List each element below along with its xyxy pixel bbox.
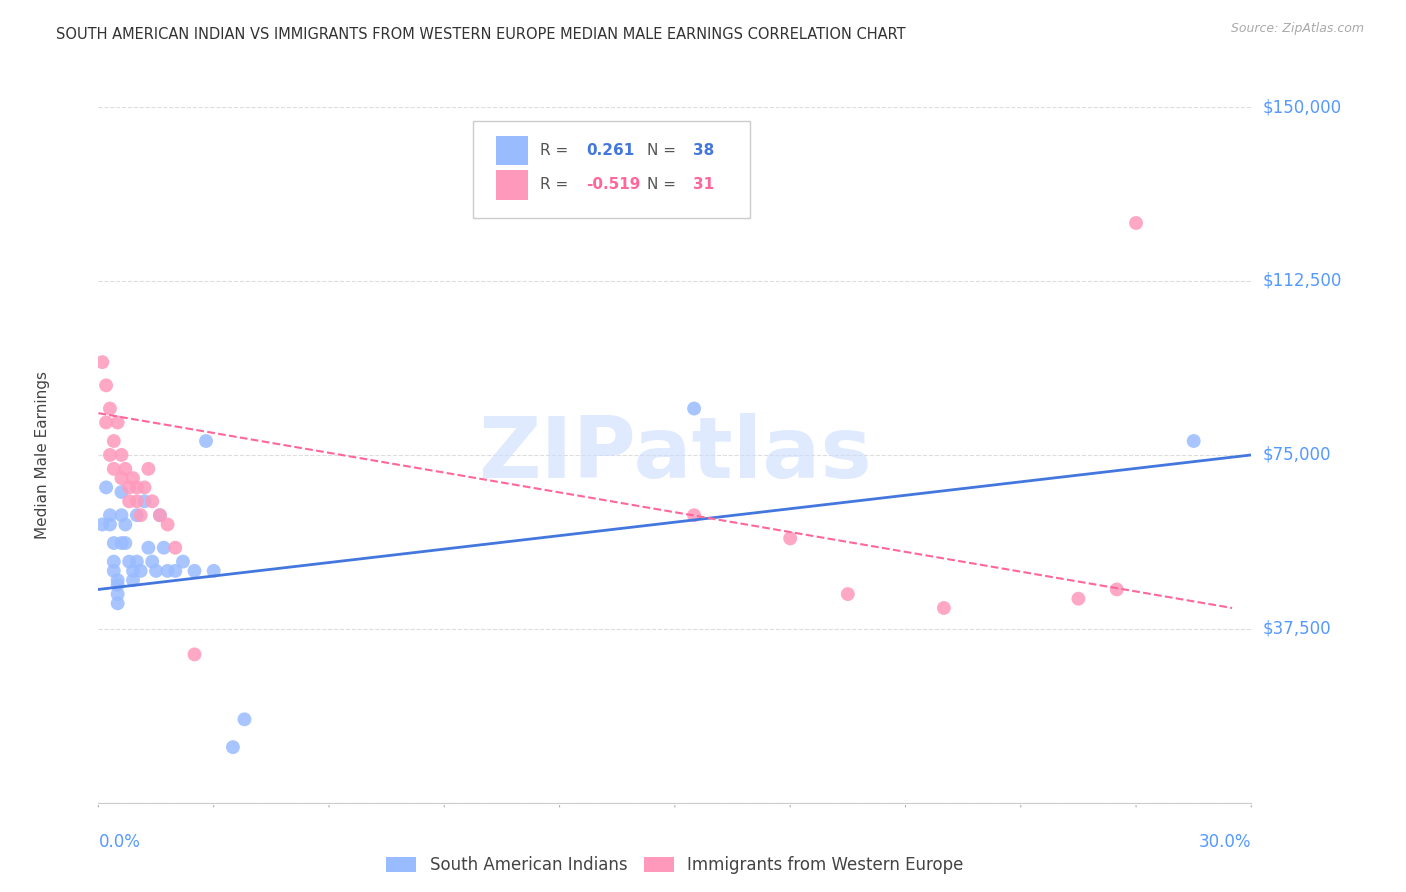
- Point: [125, 508, 148, 523]
- Point: [172, 555, 194, 569]
- Point: [107, 573, 129, 587]
- Point: [837, 587, 859, 601]
- Point: [110, 448, 132, 462]
- Point: [114, 517, 136, 532]
- Bar: [496, 136, 529, 166]
- Point: [103, 564, 125, 578]
- Point: [141, 555, 163, 569]
- Point: [195, 434, 218, 448]
- Point: [1125, 216, 1147, 230]
- Point: [165, 564, 187, 578]
- Text: 31: 31: [693, 178, 714, 193]
- Point: [94, 416, 117, 430]
- Point: [233, 712, 256, 726]
- Point: [145, 564, 167, 578]
- Text: ZIPatlas: ZIPatlas: [478, 413, 872, 497]
- Point: [122, 471, 145, 485]
- Point: [165, 541, 187, 555]
- Point: [91, 355, 114, 369]
- Point: [156, 564, 179, 578]
- Point: [222, 740, 245, 755]
- Point: [149, 508, 172, 523]
- Point: [183, 648, 205, 662]
- Text: 30.0%: 30.0%: [1199, 833, 1251, 851]
- Point: [122, 573, 145, 587]
- Point: [94, 378, 117, 392]
- Legend: South American Indians, Immigrants from Western Europe: South American Indians, Immigrants from …: [387, 856, 963, 874]
- Point: [932, 601, 955, 615]
- Point: [129, 508, 152, 523]
- Text: 0.0%: 0.0%: [98, 833, 141, 851]
- Point: [1105, 582, 1128, 597]
- Point: [141, 494, 163, 508]
- Point: [110, 508, 132, 523]
- Point: [107, 416, 129, 430]
- Point: [107, 596, 129, 610]
- Point: [202, 564, 225, 578]
- Text: -0.519: -0.519: [586, 178, 641, 193]
- Text: $75,000: $75,000: [1263, 446, 1331, 464]
- Text: R =: R =: [540, 144, 574, 159]
- Bar: [496, 170, 529, 200]
- Text: Source: ZipAtlas.com: Source: ZipAtlas.com: [1230, 22, 1364, 36]
- Text: $150,000: $150,000: [1263, 98, 1341, 116]
- Point: [125, 494, 148, 508]
- Point: [134, 480, 156, 494]
- Point: [683, 508, 706, 523]
- Point: [138, 462, 160, 476]
- Point: [129, 564, 152, 578]
- Point: [98, 401, 121, 416]
- Point: [114, 536, 136, 550]
- Text: N =: N =: [647, 178, 681, 193]
- Point: [138, 541, 160, 555]
- Point: [103, 462, 125, 476]
- Point: [1067, 591, 1090, 606]
- Point: [118, 555, 141, 569]
- Point: [156, 517, 179, 532]
- Point: [98, 517, 121, 532]
- Point: [779, 532, 801, 546]
- Point: [125, 555, 148, 569]
- Point: [118, 494, 141, 508]
- Text: 38: 38: [693, 144, 714, 159]
- Text: N =: N =: [647, 144, 681, 159]
- Point: [110, 485, 132, 500]
- Point: [122, 564, 145, 578]
- Point: [149, 508, 172, 523]
- Point: [110, 536, 132, 550]
- Point: [98, 508, 121, 523]
- Point: [118, 480, 141, 494]
- Text: SOUTH AMERICAN INDIAN VS IMMIGRANTS FROM WESTERN EUROPE MEDIAN MALE EARNINGS COR: SOUTH AMERICAN INDIAN VS IMMIGRANTS FROM…: [56, 27, 905, 42]
- Point: [125, 480, 148, 494]
- Point: [183, 564, 205, 578]
- Point: [103, 536, 125, 550]
- Text: 0.261: 0.261: [586, 144, 634, 159]
- Text: $37,500: $37,500: [1263, 620, 1331, 638]
- Text: R =: R =: [540, 178, 574, 193]
- Point: [107, 578, 129, 592]
- Point: [152, 541, 174, 555]
- Point: [110, 471, 132, 485]
- Point: [94, 480, 117, 494]
- Text: Median Male Earnings: Median Male Earnings: [35, 371, 51, 539]
- Text: $112,500: $112,500: [1263, 272, 1341, 290]
- Point: [1182, 434, 1205, 448]
- Point: [91, 517, 114, 532]
- Point: [107, 587, 129, 601]
- Point: [134, 494, 156, 508]
- Point: [683, 401, 706, 416]
- Point: [103, 555, 125, 569]
- Point: [103, 434, 125, 448]
- Point: [114, 462, 136, 476]
- Point: [98, 448, 121, 462]
- FancyBboxPatch shape: [472, 121, 749, 219]
